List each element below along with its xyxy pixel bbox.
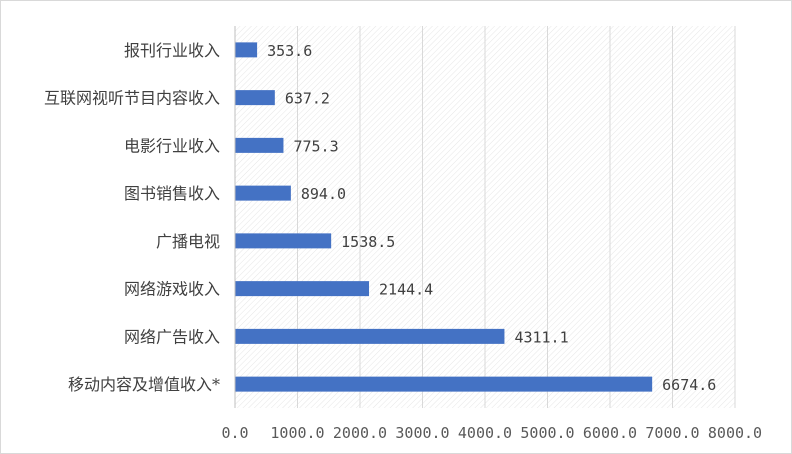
category-label: 移动内容及增值收入* bbox=[68, 375, 220, 394]
bar bbox=[235, 42, 258, 58]
bar-value-label: 637.2 bbox=[285, 90, 330, 108]
bar bbox=[235, 281, 370, 297]
bar bbox=[235, 185, 291, 201]
bar-value-label: 353.6 bbox=[267, 42, 312, 60]
bar bbox=[235, 233, 332, 249]
category-label: 电影行业收入 bbox=[124, 136, 220, 155]
bar-value-label: 6674.6 bbox=[662, 376, 716, 394]
x-tick-label: 8000.0 bbox=[708, 424, 762, 442]
x-tick-label: 7000.0 bbox=[645, 424, 699, 442]
category-label: 报刊行业收入 bbox=[124, 41, 220, 60]
category-label: 网络广告收入 bbox=[124, 327, 220, 346]
category-label: 广播电视 bbox=[156, 232, 220, 251]
x-tick-label: 2000.0 bbox=[333, 424, 387, 442]
bar bbox=[235, 137, 284, 153]
x-tick-label: 4000.0 bbox=[458, 424, 512, 442]
bar-value-label: 1538.5 bbox=[341, 233, 395, 251]
x-tick-label: 5000.0 bbox=[520, 424, 574, 442]
gridlines bbox=[297, 26, 736, 408]
x-axis-ticks: 0.0 1000.0 2000.0 3000.0 4000.0 5000.0 6000.0 7… bbox=[221, 424, 762, 442]
bar bbox=[235, 376, 653, 392]
category-label: 图书销售收入 bbox=[124, 184, 220, 203]
bar-value-label: 2144.4 bbox=[379, 281, 433, 299]
category-label: 互联网视听节目内容收入 bbox=[44, 89, 220, 108]
category-labels: 报刊行业收入互联网视听节目内容收入电影行业收入图书销售收入广播电视网络游戏收入网… bbox=[44, 41, 220, 394]
bar-value-label: 894.0 bbox=[301, 185, 346, 203]
bar-value-label: 775.3 bbox=[293, 137, 338, 155]
x-tick-label: 0.0 bbox=[221, 424, 248, 442]
bars bbox=[235, 42, 653, 392]
bar bbox=[235, 90, 275, 106]
bar-value-label: 4311.1 bbox=[514, 328, 568, 346]
x-tick-label: 3000.0 bbox=[395, 424, 449, 442]
x-tick-label: 1000.0 bbox=[270, 424, 324, 442]
x-tick-label: 6000.0 bbox=[583, 424, 637, 442]
bar bbox=[235, 328, 505, 344]
category-label: 网络游戏收入 bbox=[124, 280, 220, 299]
value-labels: 353.6 637.2 775.3 894.0 1538.5 2144.4 4311.1 66… bbox=[267, 42, 716, 394]
